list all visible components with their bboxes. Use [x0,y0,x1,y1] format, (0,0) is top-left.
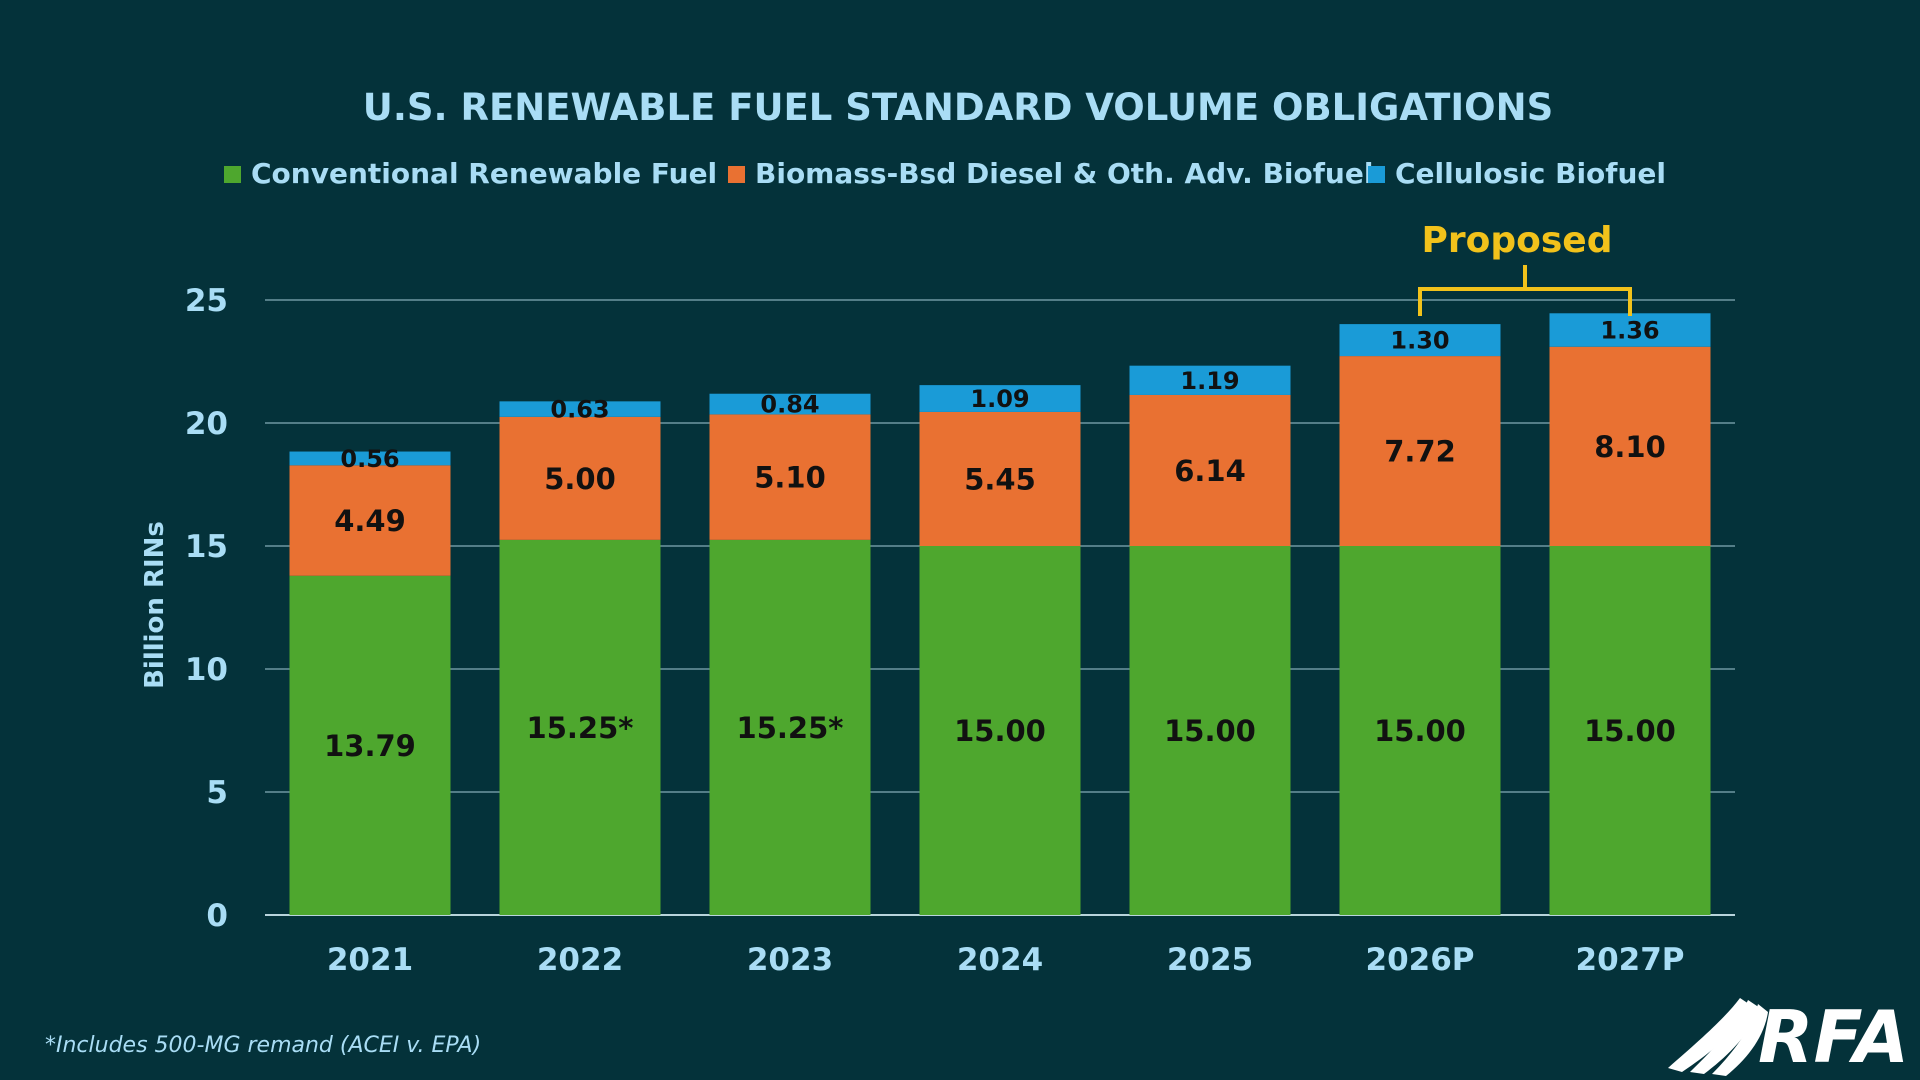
bar-segment [1339,546,1501,915]
legend-swatch [728,166,745,183]
data-label: 15.00 [954,714,1046,748]
legend-label: Cellulosic Biofuel [1395,157,1666,190]
x-tick-label: 2021 [327,942,413,978]
bar-segment [709,393,871,415]
y-axis-ticks: 0 5 10 15 20 25 [185,283,228,934]
annotation-label: Proposed [1422,220,1613,261]
bars: 13.79 4.49 0.56 15.25* 5.00 0.63 15.25* 5.10 0.8… [289,313,1711,915]
y-tick-label: 25 [185,283,228,319]
bar-segment [289,465,451,576]
data-label: 5.00 [544,462,616,496]
annotation-bracket [1418,265,1632,316]
x-tick-label: 2022 [537,942,623,978]
data-label: 15.00 [1374,714,1466,748]
legend-label: Biomass-Bsd Diesel & Oth. Adv. Biofuel [755,157,1373,190]
data-label: 7.72 [1384,434,1456,468]
x-tick-label: 2025 [1167,942,1253,978]
legend-swatch [1368,166,1385,183]
x-tick-label: 2027P [1576,942,1685,978]
bar-segment [499,416,661,540]
footnote: *Includes 500-MG remand (ACEI v. EPA) [45,1033,481,1058]
chart-title: U.S. RENEWABLE FUEL STANDARD VOLUME OBLI… [363,86,1553,129]
bar-segment [919,385,1081,412]
data-label: 8.10 [1594,430,1666,464]
proposed-annotation: Proposed [1418,220,1632,316]
bar-segment [1549,546,1711,915]
y-tick-label: 10 [185,652,228,688]
data-label: 15.25* [527,711,634,745]
data-label: 15.25* [737,711,844,745]
bar-segment [289,451,451,466]
y-axis-label: Billion RINs [140,521,170,689]
bar-segment [1129,546,1291,915]
bar-segment [1549,346,1711,546]
rfa-swoosh-logo-icon [1668,998,1768,1076]
bar-segment [499,539,661,915]
bar-segment [1339,356,1501,546]
y-tick-label: 15 [185,529,228,565]
bar-segment [1549,313,1711,347]
rfa-logo-text: RFA [1758,995,1909,1079]
bar-segment [1339,324,1501,357]
data-label: 5.10 [754,461,826,495]
bar-segment [919,411,1081,546]
data-label: 0.84 [760,391,819,419]
bar-segment [709,539,871,915]
bar-segment [499,401,661,417]
data-label: 13.79 [324,729,416,763]
data-label: 4.49 [334,504,406,538]
x-tick-label: 2026P [1366,942,1475,978]
legend-swatch [224,166,241,183]
legend: Conventional Renewable Fuel Biomass-Bsd D… [224,157,1666,190]
x-axis-ticks: 2021 2022 2023 2024 2025 2026P 2027P [327,942,1685,978]
data-label: 1.09 [970,385,1029,413]
y-tick-label: 20 [185,406,228,442]
data-label: 6.14 [1174,454,1246,488]
bar-segment [1129,365,1291,395]
data-label: 0.56 [340,445,399,473]
data-label: 5.45 [964,462,1036,496]
rfa-logo: RFA [1668,995,1909,1079]
x-tick-label: 2024 [957,942,1043,978]
data-label: 0.63 [550,396,609,424]
bar-segment [289,575,451,915]
legend-label: Conventional Renewable Fuel [251,157,717,190]
data-label: 1.36 [1600,317,1659,345]
bar-segment [709,414,871,540]
data-label: 15.00 [1584,714,1676,748]
x-tick-label: 2023 [747,942,833,978]
data-label: 15.00 [1164,714,1256,748]
bar-segment [1129,394,1291,546]
y-tick-label: 5 [206,775,228,811]
y-tick-label: 0 [206,898,228,934]
data-label: 1.19 [1180,367,1239,395]
bar-segment [919,546,1081,915]
data-label: 1.30 [1390,327,1449,355]
